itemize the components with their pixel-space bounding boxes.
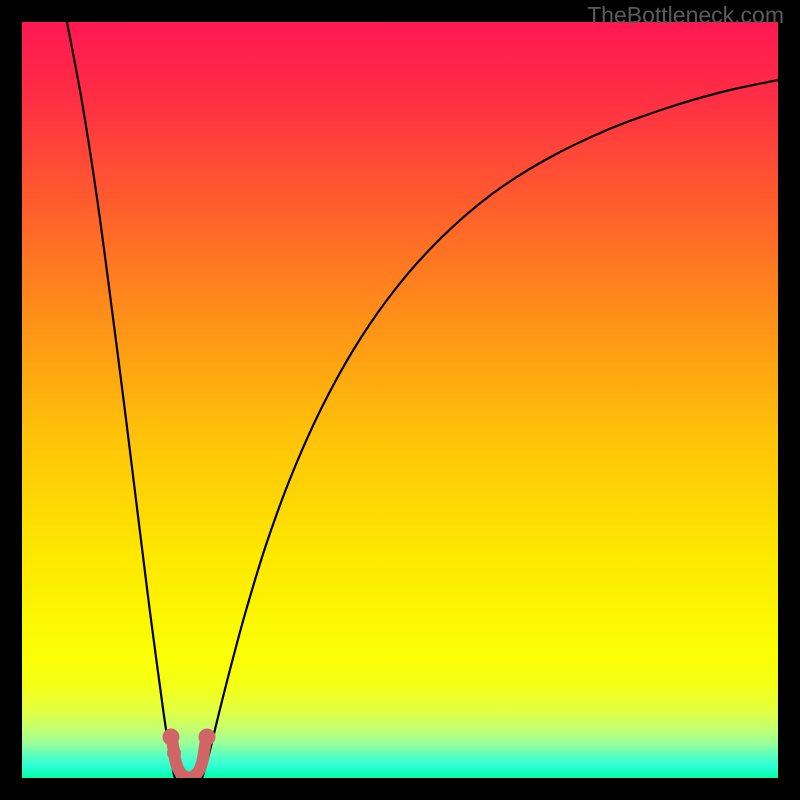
bottom-u-dot-extra xyxy=(167,746,181,760)
bottom-u-dot-left xyxy=(163,729,180,746)
gradient-background xyxy=(22,22,778,778)
chart-stage: TheBottleneck.com xyxy=(0,0,800,800)
watermark-text: TheBottleneck.com xyxy=(587,2,784,29)
plot-svg xyxy=(22,22,778,778)
bottom-u-dot-right xyxy=(199,729,216,746)
